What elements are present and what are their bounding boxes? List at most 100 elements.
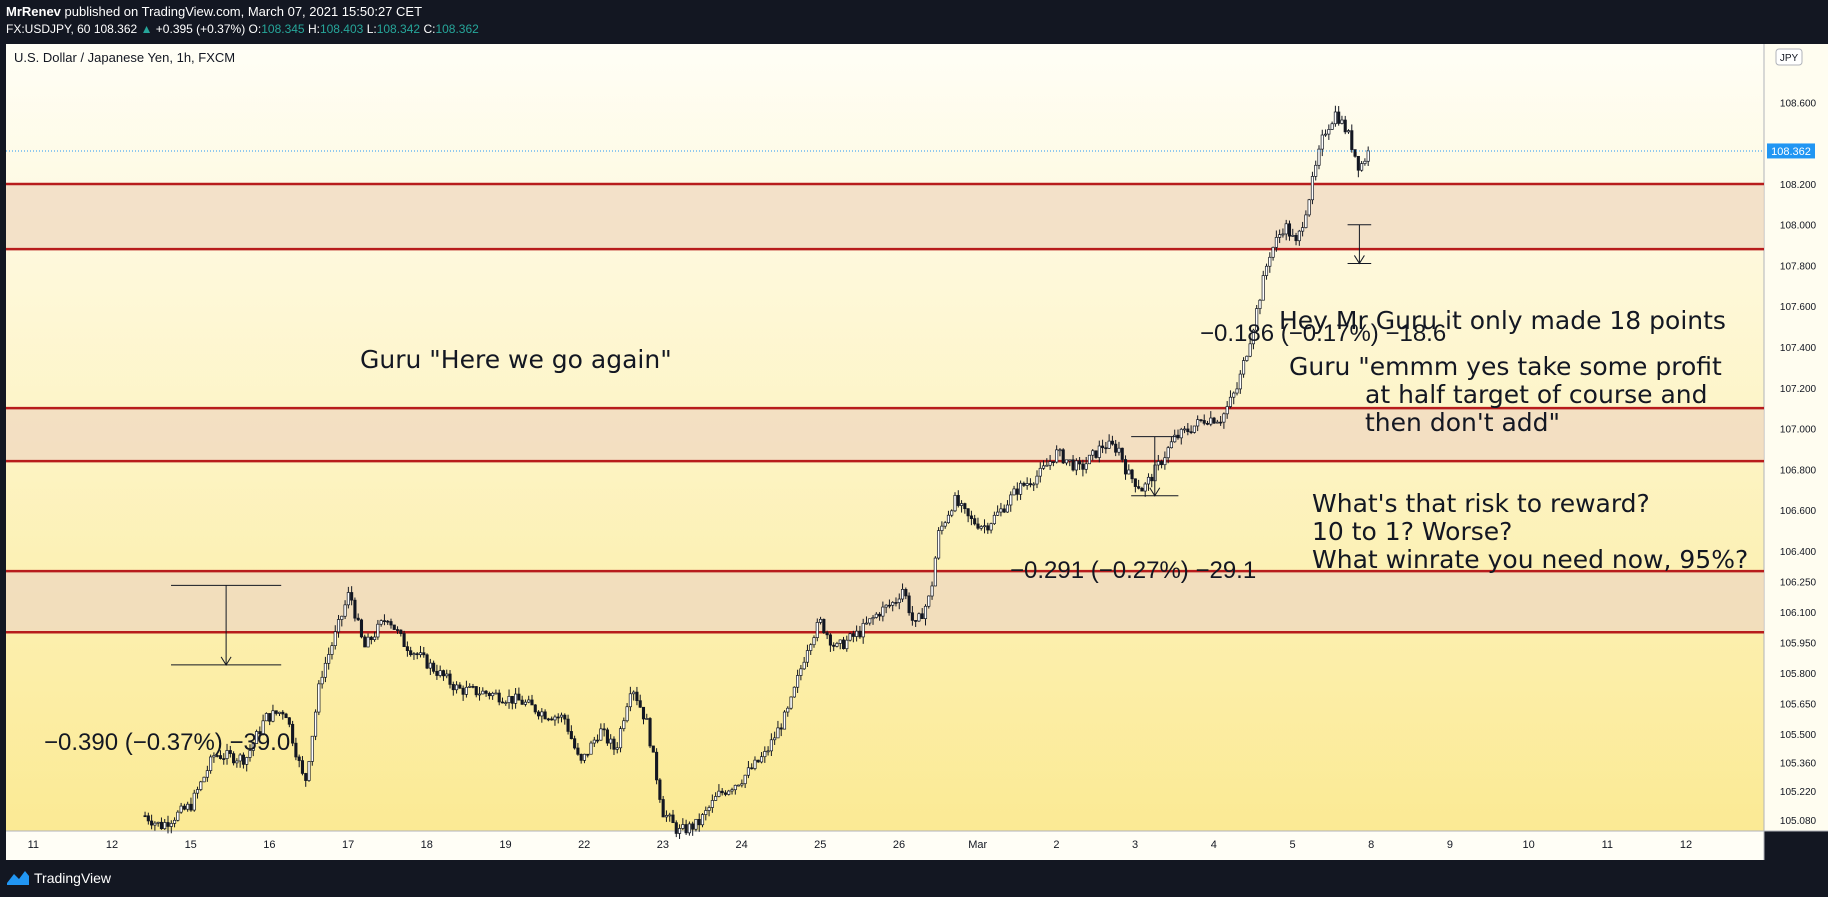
candle-body: [1123, 459, 1128, 475]
candle-body: [405, 646, 409, 652]
candle-body: [1337, 111, 1341, 124]
x-tick-label: 5: [1289, 839, 1295, 851]
candle-body: [1130, 469, 1134, 480]
candle-body: [858, 630, 862, 638]
candle-body: [238, 754, 242, 762]
x-tick-label: 12: [106, 839, 118, 851]
candle-body: [989, 523, 993, 531]
price-axis[interactable]: [1764, 44, 1828, 831]
candle-body: [179, 805, 183, 813]
publisher-name[interactable]: MrRenev: [6, 4, 61, 19]
candle-body: [1189, 431, 1193, 434]
high-label: H:: [307, 22, 320, 36]
annotation-half-target[interactable]: at half target of course and: [1365, 380, 1707, 409]
candle-body: [1173, 434, 1177, 443]
annotation-ten-to-one[interactable]: 10 to 1? Worse?: [1312, 517, 1512, 546]
tradingview-logo-icon[interactable]: [6, 868, 30, 888]
candle-body: [553, 716, 557, 721]
candle-body: [432, 662, 436, 672]
candle-body: [622, 720, 626, 729]
annotation-winrate[interactable]: What winrate you need now, 95%?: [1312, 545, 1748, 574]
candle-body: [1215, 421, 1219, 424]
candle-body: [769, 739, 773, 752]
candle-body: [533, 704, 537, 713]
time-axis[interactable]: [6, 831, 1764, 860]
measure-0-label[interactable]: −0.390 (−0.37%) −39.0: [44, 729, 290, 756]
candle-body: [317, 683, 321, 713]
candle-body: [546, 718, 550, 721]
annotation-guru-emmm[interactable]: Guru "emmm yes take some profit: [1289, 352, 1722, 381]
candle-body: [1094, 450, 1098, 458]
candle-body: [812, 637, 816, 646]
candle-body: [251, 743, 255, 751]
candle-body: [1235, 388, 1239, 394]
candle-body: [173, 819, 177, 824]
annotation-mr-guru-18-points[interactable]: Hey Mr Guru it only made 18 points: [1279, 306, 1726, 335]
currency-badge[interactable]: JPY: [1775, 48, 1803, 66]
y-tick-label: 106.250: [1780, 577, 1817, 588]
candle-body: [1045, 464, 1049, 467]
candle-body: [268, 713, 272, 722]
tradingview-brand[interactable]: TradingView: [34, 870, 112, 886]
candle-body: [1317, 148, 1321, 166]
candle-body: [1081, 463, 1085, 470]
candle-body: [710, 800, 714, 808]
candle-body: [559, 714, 564, 718]
candle-body: [920, 613, 924, 620]
candle-body: [1038, 467, 1042, 477]
up-arrow-icon: ▲: [140, 22, 153, 36]
candle-body: [1192, 425, 1196, 433]
annotation-guru-here-we-go[interactable]: Guru "Here we go again": [360, 345, 672, 374]
x-tick-label: 26: [893, 839, 905, 851]
candle-body: [937, 530, 941, 559]
candle-body: [841, 639, 846, 650]
candle-body: [1222, 413, 1226, 423]
candle-body: [445, 673, 449, 677]
price-chart[interactable]: −0.390 (−0.37%) −39.0 −0.291 (−0.27%) −29…: [0, 44, 1828, 860]
candle-body: [1258, 299, 1262, 309]
x-tick-label: 11: [28, 839, 39, 851]
candle-body: [366, 636, 370, 648]
candle-body: [822, 618, 826, 634]
annotation-risk-reward[interactable]: What's that risk to reward?: [1312, 489, 1650, 518]
down-arrow-icon: [1149, 487, 1161, 497]
candle-body: [1114, 443, 1118, 453]
candle-body: [218, 755, 223, 759]
y-tick-label: 107.600: [1780, 302, 1817, 313]
y-axis-labels: 105.080 105.220 105.360 105.500 105.650 105.8…: [1780, 98, 1817, 826]
measure-2-label[interactable]: −0.186 (−0.17%) −18.6: [1200, 320, 1446, 347]
candle-body: [1097, 445, 1101, 458]
candle-body: [143, 815, 147, 818]
candle-body: [904, 589, 908, 597]
last-price: 108.362: [93, 22, 138, 36]
y-tick-label: 105.650: [1780, 700, 1817, 711]
candle-body: [176, 811, 180, 821]
candle-body: [356, 617, 360, 621]
measure-1-label[interactable]: −0.291 (−0.27%) −29.1: [1010, 557, 1256, 584]
candle-body: [625, 706, 629, 722]
candle-body: [618, 728, 623, 749]
candle-body: [1166, 447, 1170, 459]
x-tick-label: 19: [499, 839, 511, 851]
candle-body: [599, 728, 603, 741]
candle-body: [1232, 392, 1236, 398]
candle-body: [635, 691, 639, 702]
candle-body: [1104, 447, 1108, 450]
candle-body: [1058, 449, 1062, 452]
candle-body: [556, 716, 560, 719]
candle-body: [281, 711, 285, 715]
candle-body: [927, 595, 931, 607]
candle-body: [461, 687, 465, 695]
x-tick-label: 25: [814, 839, 826, 851]
candle-body: [566, 718, 570, 732]
candle-body: [897, 598, 901, 603]
candle-body: [389, 621, 393, 626]
candle-body: [1228, 396, 1233, 407]
x-tick-label: 8: [1368, 839, 1374, 851]
candle-body: [1179, 428, 1183, 439]
symbol-label[interactable]: FX:USDJPY, 60: [6, 22, 91, 36]
annotation-dont-add[interactable]: then don't add": [1365, 408, 1560, 437]
candle-body: [773, 737, 777, 741]
candle-body: [1307, 199, 1311, 216]
candle-body: [373, 636, 377, 640]
